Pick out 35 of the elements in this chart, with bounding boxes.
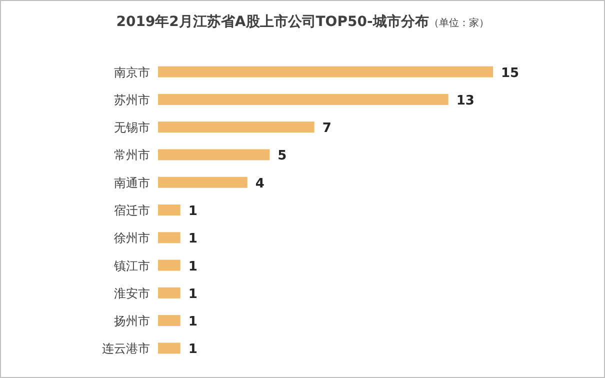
y-tick-label: 徐州市 [114,231,150,246]
bar [158,122,314,133]
y-tick-label: 南通市 [114,176,150,190]
bar [158,287,180,298]
bar [158,149,270,160]
y-tick-label: 淮安市 [114,286,150,300]
data-label: 7 [322,121,332,136]
y-tick-label: 连云港市 [102,342,150,356]
y-tick-label: 镇江市 [113,258,150,273]
bar [158,176,248,188]
y-tick-label: 扬州市 [114,314,150,328]
data-label: 5 [278,148,287,164]
bar [158,66,493,78]
chart-title: 2019年2月江苏省A股上市公司TOP50-城市分布 [116,13,429,30]
bar [158,342,180,354]
y-tick-label: 宿迁市 [114,204,150,218]
bar [158,94,448,105]
bar [158,260,180,271]
bar [158,204,180,216]
bar [158,315,180,326]
bar [158,232,180,244]
y-tick-label: 无锡市 [114,120,150,135]
data-label: 1 [188,204,198,219]
data-label: 1 [188,342,198,358]
data-label: 1 [188,259,198,274]
data-label: 1 [188,232,198,247]
y-tick-label: 苏州市 [114,92,150,107]
data-label: 15 [501,66,520,81]
y-tick-label: 常州市 [114,148,150,162]
data-label: 13 [456,93,474,108]
chart-subtitle: （单位：家） [428,17,489,29]
data-label: 1 [188,314,198,330]
data-label: 1 [188,286,198,302]
y-tick-label: 南京市 [114,65,150,80]
data-label: 4 [255,176,264,192]
